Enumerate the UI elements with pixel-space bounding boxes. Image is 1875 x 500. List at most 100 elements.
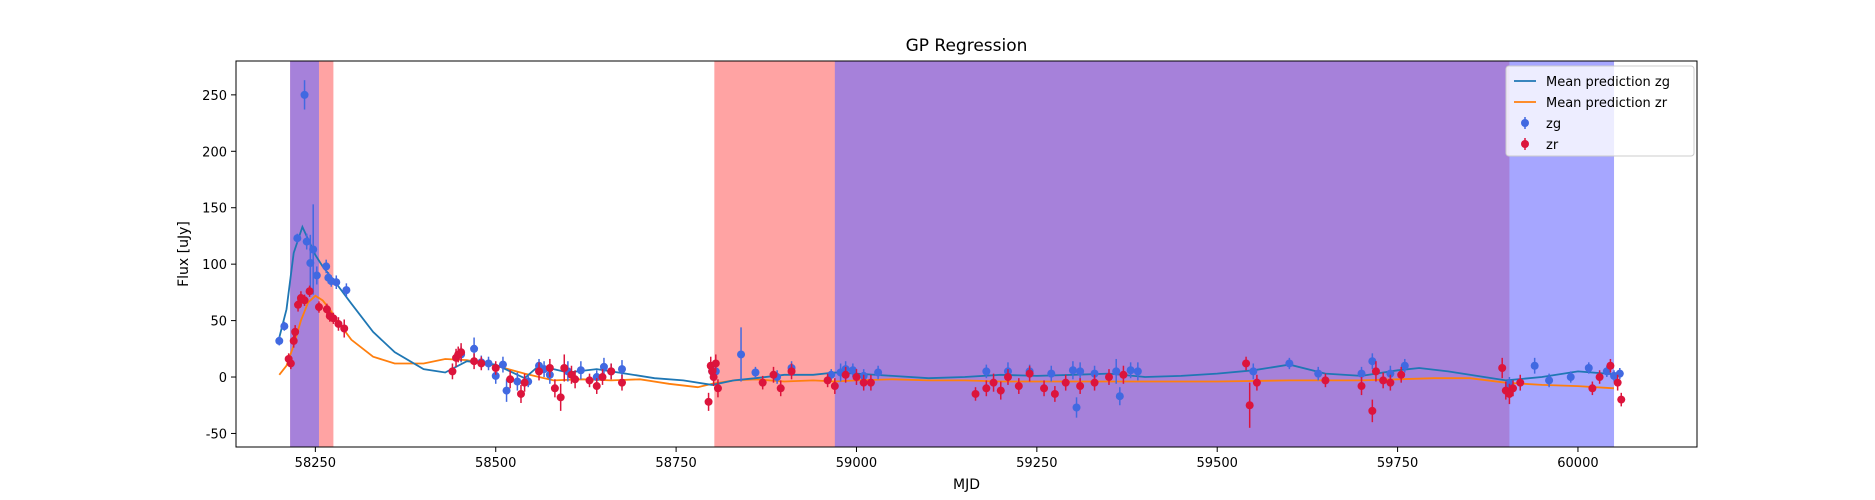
point-marker: [982, 384, 991, 393]
data-point-zr: [971, 387, 980, 401]
data-point-zg: [1112, 358, 1121, 384]
data-point-zg: [293, 233, 302, 243]
data-point-zr: [1061, 374, 1070, 391]
data-point-zr: [560, 354, 569, 382]
data-points: [275, 80, 1626, 428]
point-marker: [293, 234, 302, 243]
data-point-zg: [599, 357, 608, 376]
point-marker: [1025, 369, 1034, 378]
point-marker: [1357, 382, 1366, 391]
data-point-zg: [1584, 362, 1593, 374]
point-marker: [982, 367, 991, 376]
data-point-zr: [1357, 377, 1366, 396]
data-point-zg: [1072, 397, 1081, 418]
data-point-zr: [1617, 392, 1626, 407]
point-marker: [776, 384, 785, 393]
data-point-zg: [576, 361, 585, 380]
data-point-zr: [769, 366, 778, 383]
point-marker: [874, 368, 883, 377]
point-marker: [516, 389, 525, 398]
data-point-zg: [1249, 363, 1258, 380]
point-marker: [484, 359, 493, 368]
point-marker: [535, 367, 544, 376]
point-marker: [275, 336, 284, 345]
legend-label-gp_zg: Mean prediction zg: [1546, 75, 1670, 90]
point-marker: [711, 359, 720, 368]
x-tick-label: 58500: [475, 456, 516, 471]
point-marker: [1047, 369, 1056, 378]
point-marker: [576, 366, 585, 375]
data-point-zr: [859, 374, 868, 391]
data-point-zr: [1397, 366, 1406, 383]
point-marker: [1068, 366, 1077, 375]
point-marker: [1112, 367, 1121, 376]
point-marker: [713, 384, 722, 393]
data-point-zr: [841, 366, 850, 383]
point-marker: [314, 303, 323, 312]
chart-title: GP Regression: [906, 36, 1028, 56]
point-marker: [1545, 376, 1554, 385]
data-point-zr: [571, 370, 580, 389]
data-point-zr: [340, 319, 349, 338]
data-point-zg: [1133, 362, 1142, 381]
data-point-zr: [711, 354, 720, 373]
data-point-zr: [989, 373, 998, 392]
data-point-zr: [1245, 382, 1254, 428]
point-marker: [704, 397, 713, 406]
data-point-zr: [1040, 380, 1049, 397]
x-tick-label: 59750: [1377, 456, 1418, 471]
y-tick-label: 250: [202, 89, 227, 104]
data-point-zr: [1104, 369, 1113, 385]
point-marker: [1014, 382, 1023, 391]
point-marker: [513, 377, 522, 386]
point-marker: [491, 363, 500, 372]
data-point-zr: [713, 379, 722, 398]
point-marker: [1321, 376, 1330, 385]
point-marker: [502, 386, 511, 395]
point-marker: [989, 378, 998, 387]
legend-box: [1505, 65, 1695, 157]
data-point-zg: [982, 364, 991, 379]
point-marker: [334, 319, 343, 328]
data-point-zr: [1252, 374, 1261, 391]
point-marker: [1061, 378, 1070, 387]
data-point-zr: [598, 369, 607, 385]
data-point-zr: [1516, 374, 1525, 391]
data-point-zr: [506, 370, 515, 389]
point-marker: [556, 393, 565, 402]
point-marker: [470, 344, 479, 353]
point-marker: [1050, 389, 1059, 398]
point-marker: [823, 376, 832, 385]
point-marker: [329, 314, 338, 323]
point-marker: [1090, 378, 1099, 387]
x-tick-label: 60000: [1557, 456, 1598, 471]
y-tick-label: -50: [206, 427, 227, 442]
y-tick-label: 100: [202, 258, 227, 273]
data-point-zr: [516, 384, 525, 403]
data-point-zg: [280, 321, 289, 331]
data-point-zr: [305, 285, 314, 297]
data-point-zr: [535, 362, 544, 381]
point-marker: [709, 373, 718, 382]
data-point-zg: [502, 379, 511, 402]
point-marker: [291, 327, 300, 336]
data-point-zr: [996, 381, 1005, 400]
data-point-zr: [1076, 378, 1085, 394]
data-point-zr: [592, 378, 601, 394]
point-marker: [1090, 369, 1099, 378]
y-axis-label: Flux [uJy]: [176, 221, 192, 287]
data-point-zg: [1545, 373, 1554, 388]
point-marker: [769, 370, 778, 379]
data-point-zr: [617, 374, 626, 391]
data-point-zr: [866, 374, 875, 391]
data-point-zr: [830, 378, 839, 394]
data-point-zg: [306, 234, 315, 292]
data-point-zg: [1314, 366, 1323, 381]
point-marker: [322, 305, 331, 314]
point-marker: [607, 367, 616, 376]
point-marker: [1357, 369, 1366, 378]
data-point-zr: [787, 363, 796, 380]
ticks: 58250 58500 58750 59000 59250 59500 59750 60000…: [202, 89, 1598, 471]
point-marker: [571, 375, 580, 384]
y-tick-label: 0: [219, 371, 227, 386]
